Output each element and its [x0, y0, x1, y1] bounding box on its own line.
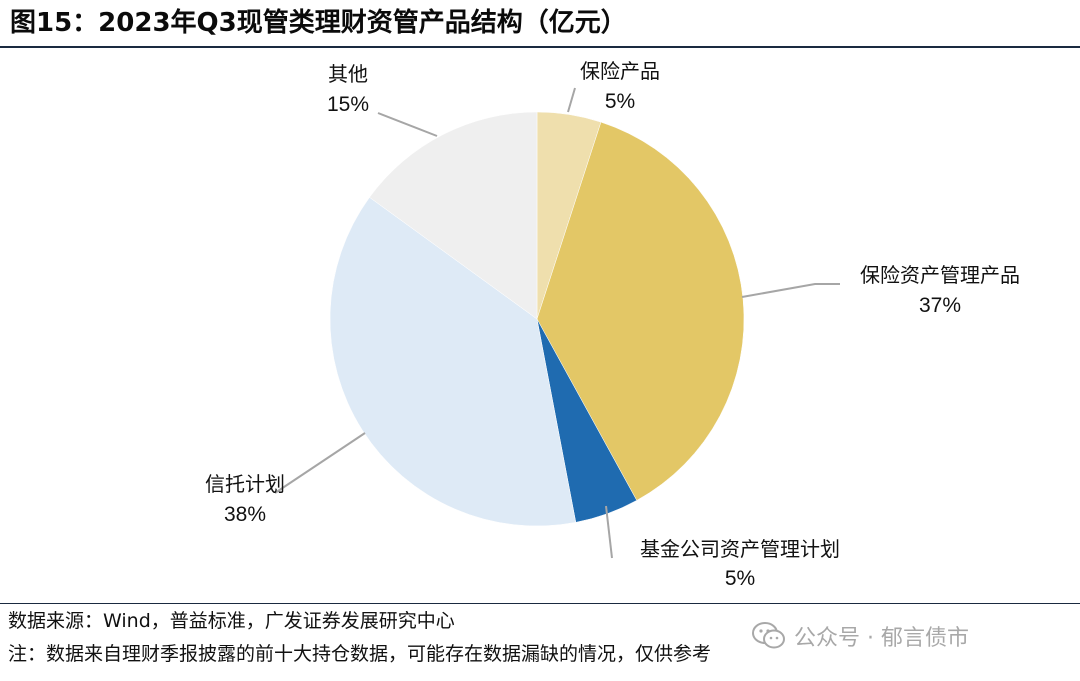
- watermark: 公众号 · 郁言债市: [752, 620, 969, 652]
- slice-label: 保险资产管理产品: [860, 263, 1020, 287]
- slice-percent-label: 37%: [919, 294, 961, 317]
- slice-percent-label: 5%: [725, 567, 755, 590]
- wechat-icon: [752, 622, 785, 649]
- footnote: 注：数据来自理财季报披露的前十大持仓数据，可能存在数据漏缺的情况，仅供参考: [8, 643, 712, 665]
- slice-percent-label: 15%: [327, 93, 369, 116]
- slice-label: 保险产品: [580, 59, 660, 83]
- leader-line: [605, 505, 613, 559]
- pie-slice: [536, 121, 745, 501]
- leader-line: [377, 112, 438, 137]
- slice-percent-label: 5%: [605, 90, 635, 113]
- slice-label: 基金公司资产管理计划: [640, 537, 840, 561]
- leader-line: [274, 432, 366, 494]
- source-note: 数据来源：Wind，普益标准，广发证券发展研究中心: [8, 610, 455, 632]
- title-divider: [0, 46, 1080, 48]
- leader-line: [567, 87, 576, 113]
- chart-title: 图15：2023年Q3现管类理财资管产品结构（亿元）: [10, 8, 627, 38]
- watermark-text: 公众号 · 郁言债市: [794, 626, 969, 651]
- slice-percent-label: 38%: [224, 503, 266, 526]
- slice-label: 其他: [328, 62, 368, 86]
- pie-slice: [329, 196, 577, 527]
- pie-chart: 保险产品 5% 保险资产管理产品 37% 基金公司资产管理计划 5% 信托计划 38% 其他 15…: [205, 59, 1020, 590]
- footer-divider: [0, 603, 1080, 604]
- leader-line: [741, 283, 840, 298]
- slice-label: 信托计划: [205, 472, 285, 496]
- pie-slice: [369, 111, 538, 320]
